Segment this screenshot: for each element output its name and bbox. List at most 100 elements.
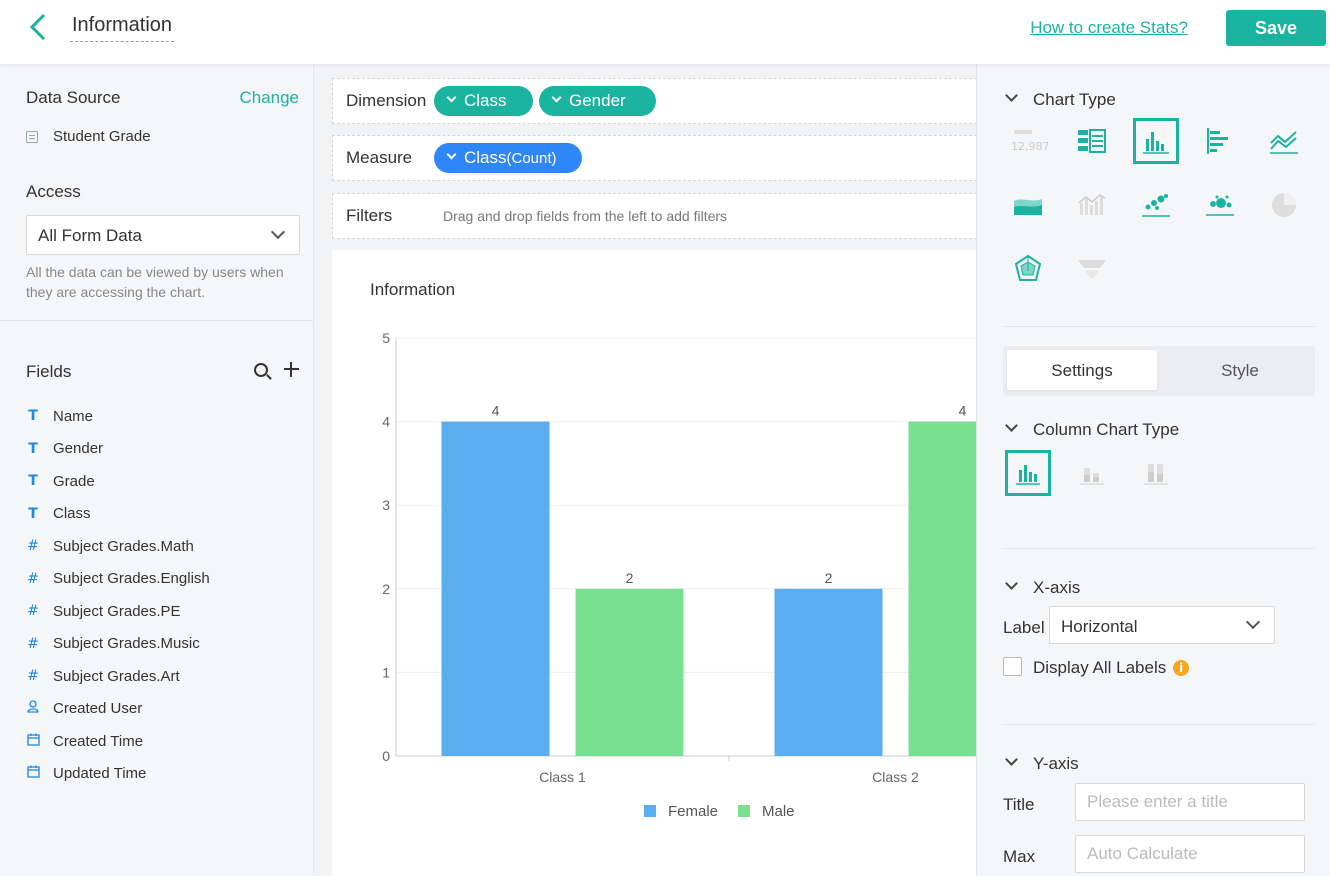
chevron-down-icon xyxy=(1005,753,1018,766)
bar xyxy=(908,421,982,756)
info-icon[interactable]: i xyxy=(1173,660,1189,676)
filters-label: Filters xyxy=(346,206,393,225)
number-chart-icon[interactable]: 12,987 xyxy=(1005,118,1051,164)
grouped-column-icon[interactable] xyxy=(1005,450,1051,496)
field-label: Subject Grades.English xyxy=(53,570,210,588)
user-icon xyxy=(26,700,40,717)
display-all-labels-checkbox[interactable] xyxy=(1003,657,1022,676)
chevron-down-icon xyxy=(446,92,457,103)
chart-builder: Dimension Class Gender Measure Class(Cou… xyxy=(314,64,982,876)
help-link[interactable]: How to create Stats? xyxy=(1030,18,1188,37)
table-chart-icon[interactable] xyxy=(1069,118,1115,164)
xaxis-label-select[interactable]: Horizontal xyxy=(1049,606,1275,644)
chart-title: Information xyxy=(370,280,456,299)
add-icon[interactable] xyxy=(283,361,299,377)
field-item[interactable]: # Subject Grades.Math xyxy=(26,530,306,563)
stacked-column-icon[interactable] xyxy=(1069,450,1115,496)
dimension-row[interactable]: Dimension Class Gender xyxy=(332,78,982,124)
field-item[interactable]: T Class xyxy=(26,498,306,531)
scatter-chart-icon[interactable] xyxy=(1133,182,1179,228)
chevron-down-icon xyxy=(1005,419,1018,432)
chevron-down-icon xyxy=(1005,89,1018,102)
bar-chart-icon[interactable] xyxy=(1197,118,1243,164)
bar-chart: 0 1 2 3 4 5 4 2 Class 1 2 4 Class 2 Female Male xyxy=(382,330,982,820)
area-chart-icon[interactable] xyxy=(1005,182,1051,228)
dimension-pill-gender[interactable]: Gender xyxy=(539,86,656,116)
y-tick-label: 5 xyxy=(382,330,390,346)
save-button[interactable]: Save xyxy=(1226,10,1326,46)
legend-swatch xyxy=(644,805,656,817)
data-label: 2 xyxy=(825,570,833,586)
field-item[interactable]: T Name xyxy=(26,400,306,433)
field-label: Gender xyxy=(53,440,104,458)
yaxis-max-input[interactable] xyxy=(1075,835,1305,873)
field-item[interactable]: T Gender xyxy=(26,433,306,466)
funnel-chart-icon[interactable] xyxy=(1069,246,1115,292)
y-tick-label: 0 xyxy=(382,748,390,764)
chevron-down-icon xyxy=(270,224,286,240)
top-header: Information How to create Stats? Save xyxy=(0,0,1330,64)
field-item[interactable]: # Subject Grades.Art xyxy=(26,660,306,693)
access-title: Access xyxy=(26,182,81,201)
text-icon: T xyxy=(28,408,38,425)
chevron-down-icon xyxy=(551,92,562,103)
field-label: Created User xyxy=(53,700,143,718)
data-label: 4 xyxy=(492,403,500,419)
field-label: Class xyxy=(53,505,91,523)
column-chart-icon[interactable] xyxy=(1133,118,1179,164)
percent-stacked-column-icon[interactable] xyxy=(1133,450,1179,496)
number-icon: # xyxy=(27,635,39,652)
column-chart-type-toggle[interactable]: Column Chart Type xyxy=(1003,419,1179,440)
field-item[interactable]: T Grade xyxy=(26,465,306,498)
chart-type-section-toggle[interactable]: Chart Type xyxy=(1003,89,1116,110)
divider xyxy=(0,320,313,321)
search-icon[interactable] xyxy=(254,363,268,377)
yaxis-section-toggle[interactable]: Y-axis xyxy=(1003,753,1079,774)
combo-chart-icon[interactable] xyxy=(1069,182,1115,228)
field-label: Grade xyxy=(53,472,95,490)
line-chart-icon[interactable] xyxy=(1261,118,1307,164)
y-tick-label: 1 xyxy=(382,664,390,680)
bar xyxy=(441,421,550,756)
fields-title: Fields xyxy=(26,362,72,381)
calendar-icon xyxy=(26,733,40,750)
field-item[interactable]: Updated Time xyxy=(26,758,306,791)
number-icon: # xyxy=(27,570,39,587)
field-item[interactable]: Created User xyxy=(26,693,306,726)
field-item[interactable]: # Subject Grades.Music xyxy=(26,628,306,661)
dimension-pill-class[interactable]: Class xyxy=(434,86,533,116)
data-source-name: Student Grade xyxy=(53,128,151,145)
tab-style[interactable]: Style xyxy=(1221,361,1259,380)
settings-style-tabs: Settings Style xyxy=(1003,346,1315,396)
bubble-chart-icon[interactable] xyxy=(1197,182,1243,228)
chevron-down-icon xyxy=(1245,614,1261,630)
data-source-title: Data Source xyxy=(26,88,121,107)
pie-chart-icon[interactable] xyxy=(1261,182,1307,228)
field-item[interactable]: # Subject Grades.English xyxy=(26,563,306,596)
field-label: Created Time xyxy=(53,732,144,750)
back-arrow-icon[interactable] xyxy=(26,12,54,42)
left-panel: Data Source Change Student Grade Access … xyxy=(0,64,314,876)
yaxis-title-input[interactable] xyxy=(1075,783,1305,821)
bar xyxy=(774,588,883,756)
divider xyxy=(1003,724,1315,725)
divider xyxy=(1003,548,1315,549)
data-source-item: Student Grade xyxy=(26,128,151,145)
number-icon: # xyxy=(27,603,39,620)
xaxis-section-toggle[interactable]: X-axis xyxy=(1003,577,1080,598)
bar xyxy=(575,588,684,756)
change-data-source-link[interactable]: Change xyxy=(239,88,299,107)
access-select[interactable]: All Form Data xyxy=(26,215,300,255)
filters-row[interactable]: Filters Drag and drop fields from the le… xyxy=(332,193,982,239)
field-label: Name xyxy=(53,407,94,425)
measure-row[interactable]: Measure Class(Count) xyxy=(332,135,982,181)
field-item[interactable]: Created Time xyxy=(26,725,306,758)
dimension-label: Dimension xyxy=(346,91,427,110)
page-title[interactable]: Information xyxy=(70,14,175,42)
measure-pill-class-count[interactable]: Class(Count) xyxy=(434,143,582,173)
radar-chart-icon[interactable] xyxy=(1005,246,1051,292)
tab-settings[interactable]: Settings xyxy=(1007,350,1157,390)
field-item[interactable]: # Subject Grades.PE xyxy=(26,595,306,628)
calendar-icon xyxy=(26,765,40,782)
legend-label: Female xyxy=(668,803,718,820)
